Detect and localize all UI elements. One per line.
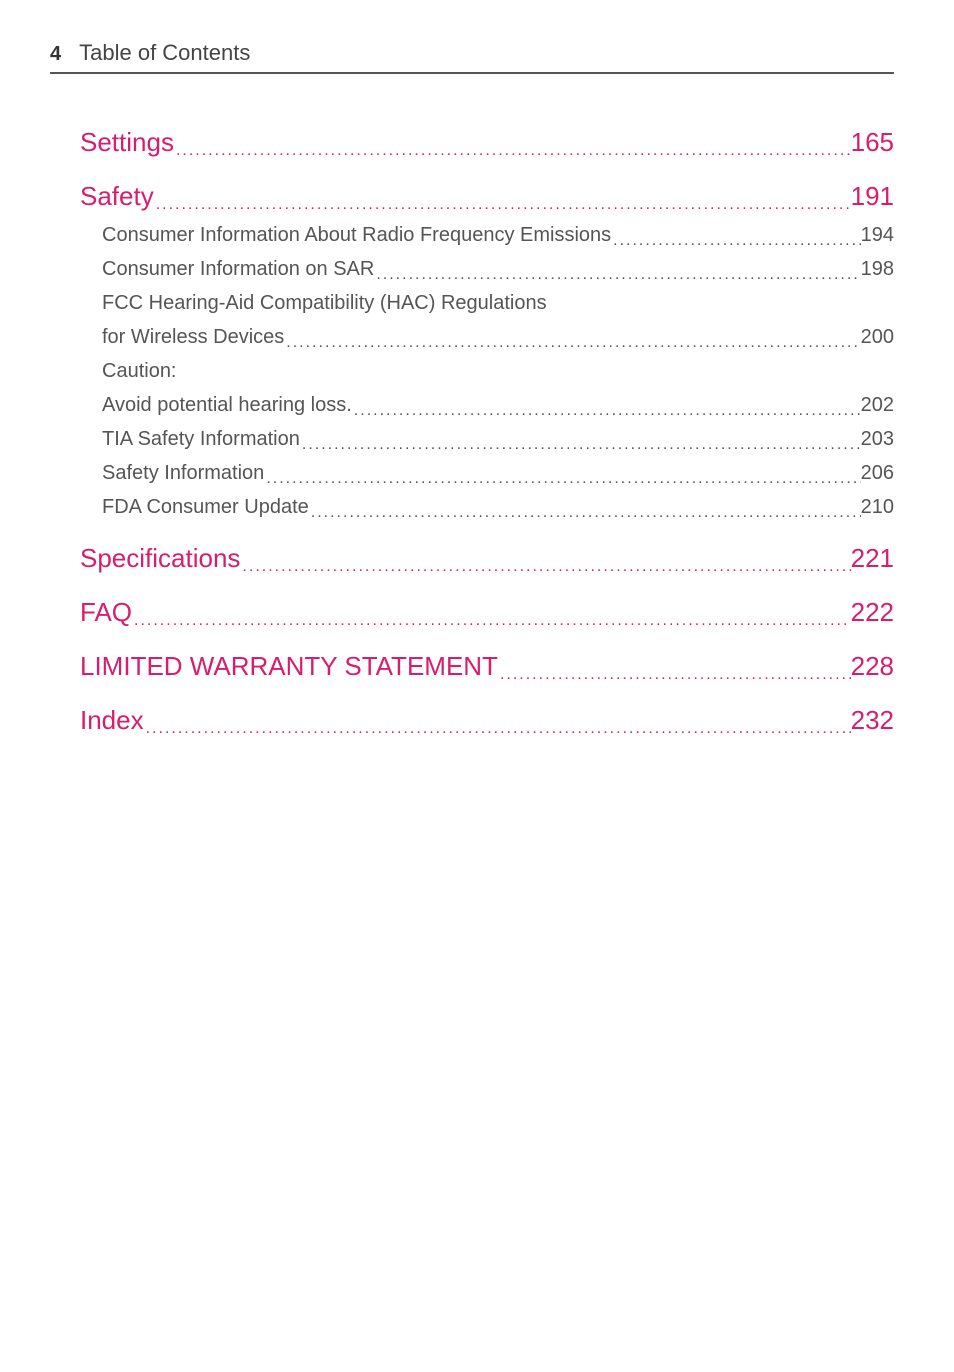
toc-label: Settings (80, 124, 174, 160)
toc-major-row: Safety 191 (80, 178, 894, 214)
toc-label: TIA Safety Information (102, 424, 300, 454)
toc-major-row: Index 232 (80, 702, 894, 738)
toc-minor-row: Safety Information 206 (102, 458, 894, 488)
toc-plain-line: FCC Hearing-Aid Compatibility (HAC) Regu… (102, 288, 894, 318)
toc-minor-row: Consumer Information on SAR 198 (102, 254, 894, 284)
toc-leader-dots (300, 436, 861, 454)
toc-page: 232 (851, 702, 894, 738)
toc-page: 210 (861, 492, 894, 522)
toc-plain-line: Caution: (102, 356, 894, 386)
toc-page: 222 (851, 594, 894, 630)
toc-leader-dots (498, 666, 851, 684)
toc-label: Consumer Information on SAR (102, 254, 374, 284)
toc-leader-dots (240, 558, 850, 576)
toc-page: 194 (861, 220, 894, 250)
toc-minor-row: Consumer Information About Radio Frequen… (102, 220, 894, 250)
toc-major-row: FAQ 222 (80, 594, 894, 630)
toc-leader-dots (174, 142, 851, 160)
toc-label: for Wireless Devices (102, 322, 284, 352)
toc-label: FAQ (80, 594, 132, 630)
toc-page: 206 (861, 458, 894, 488)
toc-leader-dots (264, 470, 860, 488)
toc-label: Index (80, 702, 144, 738)
toc-label: Specifications (80, 540, 240, 576)
page-header: 4 Table of Contents (50, 40, 894, 74)
toc-leader-dots (611, 232, 860, 250)
toc-minor-row: Avoid potential hearing loss. 202 (102, 390, 894, 420)
toc-label: Consumer Information About Radio Frequen… (102, 220, 611, 250)
toc-leader-dots (132, 612, 851, 630)
toc-page: 191 (851, 178, 894, 214)
toc-minor-row: for Wireless Devices 200 (102, 322, 894, 352)
toc-minor-row: FDA Consumer Update 210 (102, 492, 894, 522)
toc-label: FDA Consumer Update (102, 492, 309, 522)
page-title: Table of Contents (79, 40, 250, 66)
toc-label: Avoid potential hearing loss. (102, 390, 352, 420)
toc-label: LIMITED WARRANTY STATEMENT (80, 648, 498, 684)
toc-leader-dots (144, 720, 851, 738)
table-of-contents: Settings 165 Safety 191 Consumer Informa… (80, 124, 894, 738)
toc-page: 203 (861, 424, 894, 454)
toc-page: 198 (861, 254, 894, 284)
toc-page: 165 (851, 124, 894, 160)
toc-leader-dots (284, 334, 860, 352)
toc-major-row: Specifications 221 (80, 540, 894, 576)
toc-leader-dots (309, 504, 861, 522)
toc-page: 200 (861, 322, 894, 352)
toc-page: 221 (851, 540, 894, 576)
toc-major-row: Settings 165 (80, 124, 894, 160)
toc-leader-dots (154, 196, 851, 214)
toc-leader-dots (352, 402, 861, 420)
toc-page: 228 (851, 648, 894, 684)
toc-page: 202 (861, 390, 894, 420)
toc-minor-row: TIA Safety Information 203 (102, 424, 894, 454)
toc-major-row: LIMITED WARRANTY STATEMENT 228 (80, 648, 894, 684)
page-number: 4 (50, 43, 61, 66)
toc-leader-dots (374, 266, 860, 284)
toc-label: Safety Information (102, 458, 264, 488)
toc-label: Safety (80, 178, 154, 214)
